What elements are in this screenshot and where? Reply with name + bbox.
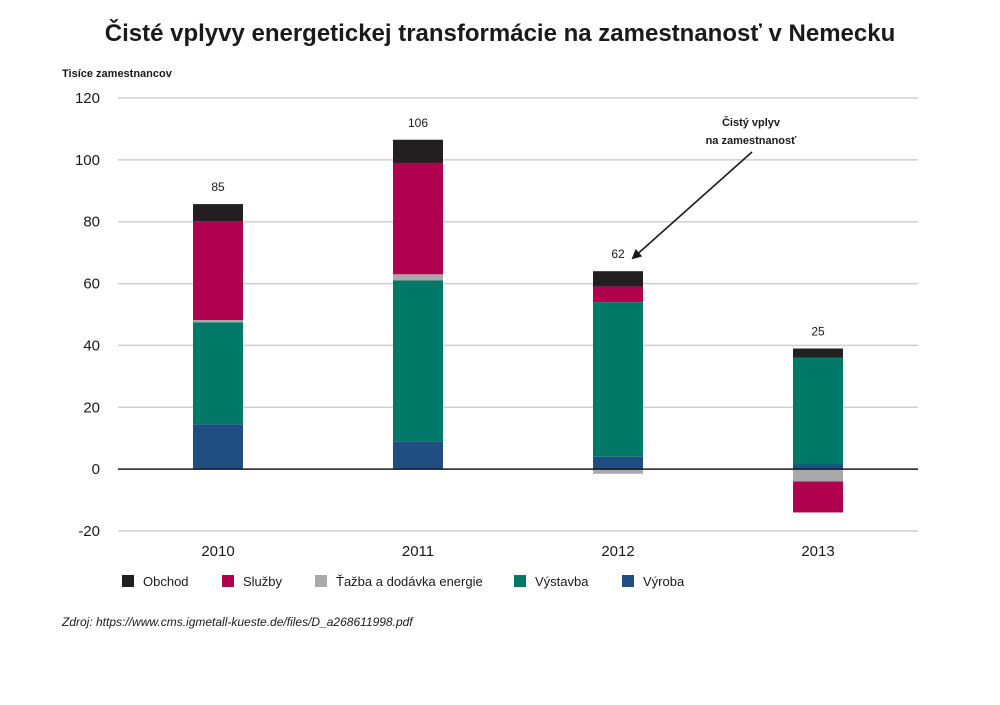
- legend-swatch: [622, 575, 634, 587]
- legend-item: Služby: [222, 574, 283, 589]
- bar-segment-obchod: [793, 348, 843, 358]
- legend-swatch: [122, 575, 134, 587]
- bar-segment-v-roba: [393, 441, 443, 470]
- bar-segment-v-stavba: [793, 357, 843, 465]
- y-tick-label: 40: [83, 337, 100, 354]
- bar-segment-slu-by: [193, 221, 243, 321]
- bar-segment--a-ba-a-dod-vka-energie: [593, 469, 643, 474]
- bar-segment-v-stavba: [193, 322, 243, 425]
- y-tick-label: 60: [83, 276, 100, 293]
- total-label: 62: [611, 247, 625, 261]
- legend-label: Obchod: [143, 574, 189, 589]
- bar-segment-v-roba: [793, 464, 843, 470]
- bar-segment-obchod: [393, 139, 443, 163]
- total-label: 25: [811, 325, 825, 339]
- legend-item: Ťažba a dodávka energie: [315, 574, 483, 589]
- legend-label: Ťažba a dodávka energie: [336, 574, 483, 589]
- legend-item: Výroba: [622, 574, 685, 589]
- annotation-line-2: na zamestnanosť: [706, 135, 798, 147]
- bar-segment-obchod: [193, 204, 243, 222]
- bar-segment-slu-by: [793, 481, 843, 513]
- source-note: Zdroj: https://www.cms.igmetall-kueste.d…: [62, 615, 413, 629]
- labels: -20 0 20 40 60 80 100 120 85 2010 106 2011 62 2012 25 2…: [75, 90, 835, 560]
- annotation: Čistý vplyv na zamestnanosť: [631, 116, 798, 260]
- total-label: 85: [211, 180, 225, 194]
- bar-segment--a-ba-a-dod-vka-energie: [393, 274, 443, 281]
- x-tick-label: 2011: [402, 543, 434, 560]
- total-label: 106: [408, 116, 428, 130]
- legend-swatch: [222, 575, 234, 587]
- annotation-arrow: [631, 151, 753, 260]
- chart-title: Čisté vplyvy energetickej transformácie …: [104, 20, 896, 47]
- x-tick-label: 2013: [801, 543, 834, 560]
- x-tick-label: 2010: [201, 543, 234, 560]
- bar-segment-v-roba: [193, 424, 243, 470]
- legend-label: Výstavba: [535, 574, 589, 589]
- y-tick-label: 20: [83, 399, 100, 416]
- legend-swatch: [514, 575, 526, 587]
- legend-item: Výstavba: [514, 574, 589, 589]
- y-tick-label: 100: [75, 152, 100, 169]
- bar-segment-v-stavba: [593, 302, 643, 457]
- bars: [193, 139, 843, 513]
- bar-segment--a-ba-a-dod-vka-energie: [793, 469, 843, 482]
- bar-segment-slu-by: [593, 286, 643, 303]
- y-tick-label: -20: [78, 523, 100, 540]
- y-tick-label: 80: [83, 214, 100, 231]
- annotation-line-1: Čistý vplyv: [722, 116, 781, 129]
- legend-swatch: [315, 575, 327, 587]
- y-tick-label: 0: [92, 461, 100, 478]
- bar-segment-v-roba: [593, 456, 643, 470]
- y-tick-label: 120: [75, 90, 100, 107]
- bar-segment--a-ba-a-dod-vka-energie: [193, 320, 243, 323]
- legend: Obchod Služby Ťažba a dodávka energie Výsta…: [122, 574, 685, 589]
- legend-item: Obchod: [122, 574, 189, 589]
- x-tick-label: 2012: [601, 543, 634, 560]
- bar-segment-slu-by: [393, 162, 443, 275]
- bar-segment-v-stavba: [393, 280, 443, 442]
- legend-label: Výroba: [643, 574, 685, 589]
- grid-lines: [118, 97, 918, 532]
- bar-segment-obchod: [593, 271, 643, 287]
- legend-label: Služby: [243, 574, 283, 589]
- y-axis-label: Tisíce zamestnancov: [62, 68, 173, 80]
